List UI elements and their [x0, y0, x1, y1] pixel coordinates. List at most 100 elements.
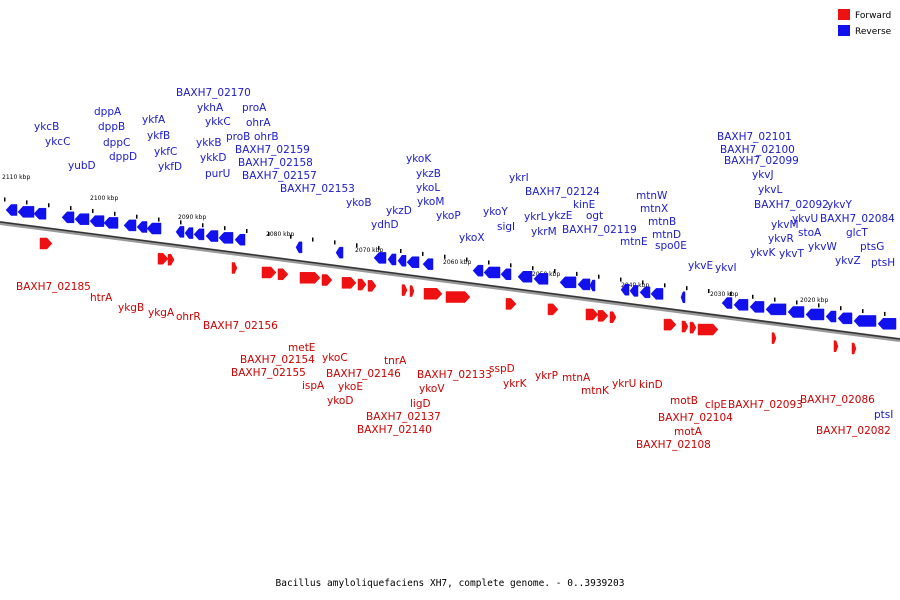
- reverse-gene-arrow: [825, 310, 837, 323]
- gene-label: ykvZ: [835, 255, 861, 267]
- gene-label: ykgA: [148, 307, 175, 319]
- gene-label: BAXH7_02137: [366, 411, 441, 423]
- scale-label: 2020 kbp: [800, 297, 828, 304]
- gene-label: purU: [205, 168, 230, 180]
- reverse-gene-arrow: [335, 246, 344, 259]
- reverse-gene-arrow: [787, 306, 805, 318]
- scale-tick: [202, 223, 204, 228]
- forward-gene-arrow: [597, 310, 609, 322]
- gene-label: ykrU: [612, 378, 636, 390]
- scale-tick: [180, 220, 182, 225]
- reverse-gene-arrow: [805, 308, 825, 321]
- gene-label: mtnK: [581, 385, 610, 397]
- forward-gene-arrow: [423, 288, 443, 300]
- gene-label: ykhA: [197, 102, 224, 114]
- reverse-gene-arrow: [577, 278, 591, 291]
- gene-label: ykfD: [158, 161, 182, 173]
- gene-label: sspD: [489, 363, 515, 375]
- forward-gene-arrow: [231, 262, 238, 274]
- forward-gene-arrow: [39, 237, 53, 250]
- gene-label: ligD: [410, 398, 431, 410]
- gene-label: BAXH7_02092: [754, 199, 829, 211]
- gene-label: ykrP: [535, 370, 558, 382]
- forward-gene-arrow: [505, 298, 517, 310]
- scale-tick: [114, 211, 116, 216]
- forward-gene-arrow: [697, 323, 719, 336]
- forward-gene-arrow: [401, 284, 408, 296]
- reverse-gene-arrow: [103, 217, 119, 229]
- gene-label: ydhD: [371, 219, 399, 231]
- scale-tick: [444, 254, 446, 259]
- forward-gene-arrow: [341, 277, 357, 289]
- gene-label: ykzD: [386, 205, 412, 217]
- gene-label: BAXH7_02124: [525, 186, 600, 198]
- gene-label: spo0E: [655, 240, 687, 252]
- gene-label: ykgB: [118, 302, 144, 314]
- reverse-gene-arrow: [749, 301, 765, 313]
- reverse-gene-arrow: [877, 318, 897, 330]
- forward-gene-arrow: [261, 266, 277, 279]
- gene-label: proB: [226, 131, 250, 143]
- gene-label: ykoB: [346, 197, 372, 209]
- scale-tick: [884, 311, 886, 316]
- scale-tick: [862, 309, 864, 314]
- gene-label: BAXH7_02155: [231, 367, 306, 379]
- reverse-gene-arrow: [146, 222, 162, 235]
- scale-tick: [334, 240, 336, 245]
- reverse-gene-arrow: [5, 204, 18, 216]
- gene-label: ykrL: [524, 211, 547, 223]
- reverse-gene-arrow: [517, 271, 533, 283]
- forward-gene-arrow: [167, 253, 175, 266]
- gene-label: ykzB: [416, 168, 441, 180]
- gene-label: ykoC: [322, 352, 348, 364]
- scale-label: 2100 kbp: [90, 195, 118, 202]
- gene-label: dppD: [109, 151, 137, 163]
- gene-label: BAXH7_02108: [636, 439, 711, 451]
- scale-tick: [510, 263, 512, 268]
- gene-label: ykrK: [503, 378, 528, 390]
- reverse-gene-arrow: [422, 258, 434, 270]
- reverse-gene-arrow: [533, 273, 549, 285]
- forward-gene-arrow: [609, 311, 617, 323]
- gene-label: ohrR: [176, 311, 201, 323]
- gene-label: BAXH7_02101: [717, 131, 792, 143]
- reverse-gene-arrow: [721, 297, 733, 309]
- forward-labels: BAXH7_02185 htrA ykgB ykgA ohrR BAXH7_02…: [16, 281, 891, 451]
- gene-label: ykkC: [205, 116, 231, 128]
- gene-label: ykcB: [34, 121, 59, 133]
- reverse-gene-arrow: [218, 232, 234, 244]
- gene-label: BAXH7_02100: [720, 144, 795, 156]
- forward-gene-arrow: [277, 268, 289, 281]
- scale-tick: [92, 208, 94, 213]
- gene-label: ispA: [302, 380, 325, 392]
- backbone: [0, 221, 900, 342]
- scale-tick: [840, 306, 842, 311]
- gene-label: ykoY: [483, 206, 508, 218]
- forward-gene-arrow: [357, 278, 367, 291]
- gene-label: sigI: [497, 221, 515, 233]
- gene-label: mtnD: [652, 229, 681, 241]
- gene-label: dppB: [98, 121, 125, 133]
- forward-gene-arrow: [771, 332, 777, 344]
- gene-label: BAXH7_02154: [240, 354, 315, 366]
- forward-gene-arrow: [681, 320, 689, 333]
- scale-tick: [686, 286, 688, 291]
- gene-label: ykvY: [827, 199, 853, 211]
- gene-label: BAXH7_02119: [562, 224, 637, 236]
- forward-gene-arrow: [445, 291, 471, 303]
- reverse-gene-arrow: [205, 230, 219, 242]
- scale-tick: [796, 300, 798, 305]
- reverse-gene-arrow: [387, 253, 397, 266]
- scale-tick: [422, 251, 424, 256]
- scale-label: 2060 kbp: [443, 259, 471, 266]
- scale-tick: [70, 206, 72, 211]
- gene-label: ykfC: [154, 146, 177, 158]
- gene-label: BAXH7_02185: [16, 281, 91, 293]
- gene-label: proA: [242, 102, 267, 114]
- gene-label: ykoM: [417, 196, 444, 208]
- gene-label: stoA: [798, 227, 822, 239]
- scale-tick: [466, 257, 468, 262]
- gene-label: BAXH7_02159: [235, 144, 310, 156]
- gene-label: ykvK: [750, 247, 777, 259]
- reverse-gene-arrow: [234, 233, 246, 246]
